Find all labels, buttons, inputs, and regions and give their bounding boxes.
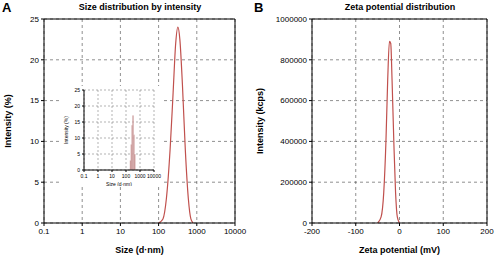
svg-text:10: 10 — [74, 135, 80, 141]
svg-text:10000: 10000 — [224, 227, 247, 236]
svg-text:200: 200 — [480, 227, 492, 236]
svg-text:5: 5 — [35, 178, 40, 187]
svg-text:600000: 600000 — [280, 96, 307, 105]
html-text:A: A — [2, 0, 12, 15]
svg-text:0: 0 — [303, 219, 308, 228]
svg-text:10: 10 — [30, 137, 39, 146]
svg-text:15: 15 — [30, 96, 39, 105]
svg-text:0: 0 — [35, 219, 40, 228]
svg-text:0.1: 0.1 — [38, 227, 50, 236]
svg-text:Intensity (kcps): Intensity (kcps) — [255, 88, 265, 154]
svg-text:800000: 800000 — [280, 56, 307, 65]
svg-text:20: 20 — [30, 56, 39, 65]
svg-text:Intensity (%): Intensity (%) — [63, 116, 69, 144]
svg-text:-100: -100 — [348, 227, 365, 236]
svg-text:0: 0 — [397, 227, 402, 236]
svg-text:Intensity (%): Intensity (%) — [8, 94, 13, 148]
svg-text:10000: 10000 — [147, 173, 161, 179]
svg-text:100: 100 — [152, 227, 166, 236]
html-text:B: B — [254, 0, 264, 15]
svg-text:25: 25 — [74, 87, 80, 93]
svg-text:400000: 400000 — [280, 137, 307, 146]
svg-text:Zeta potential (mV): Zeta potential (mV) — [359, 245, 440, 255]
svg-text:20: 20 — [74, 103, 80, 109]
svg-text:10: 10 — [109, 173, 115, 179]
svg-text:0.1: 0.1 — [81, 173, 88, 179]
svg-text:5: 5 — [77, 151, 80, 157]
svg-text:-200: -200 — [304, 227, 321, 236]
svg-text:1000000: 1000000 — [276, 15, 308, 24]
svg-text:200000: 200000 — [280, 178, 307, 187]
svg-text:25: 25 — [30, 15, 39, 24]
svg-text:100: 100 — [437, 227, 451, 236]
svg-text:1000: 1000 — [134, 173, 145, 179]
html-text:Size distribution by intensity: Size distribution by intensity — [78, 2, 202, 12]
svg-text:1000: 1000 — [188, 227, 206, 236]
html-text:Zeta potential distribution: Zeta potential distribution — [344, 2, 456, 12]
svg-text:1: 1 — [80, 227, 85, 236]
svg-text:0: 0 — [77, 167, 80, 173]
svg-text:100: 100 — [122, 173, 131, 179]
svg-text:Size (d·nm): Size (d·nm) — [115, 245, 164, 255]
svg-text:10: 10 — [116, 227, 125, 236]
svg-text:Size (d·nm): Size (d·nm) — [106, 181, 132, 186]
svg-text:1: 1 — [97, 173, 100, 179]
svg-text:15: 15 — [74, 119, 80, 125]
